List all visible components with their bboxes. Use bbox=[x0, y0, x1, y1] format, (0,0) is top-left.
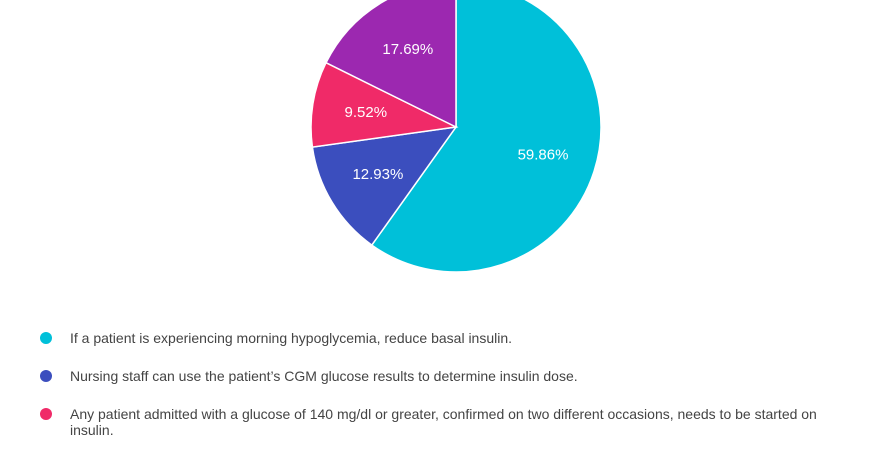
legend-item[interactable]: If a patient is experiencing morning hyp… bbox=[40, 330, 840, 346]
legend-item[interactable]: Nursing staff can use the patient’s CGM … bbox=[40, 368, 840, 384]
legend: If a patient is experiencing morning hyp… bbox=[40, 330, 840, 438]
legend-dot-icon bbox=[40, 332, 52, 344]
pie-slice-labels: 59.86% 12.93% 9.52% 17.69% bbox=[345, 41, 569, 183]
slice-data-label: 12.93% bbox=[352, 166, 403, 183]
slice-data-label: 59.86% bbox=[518, 146, 569, 163]
legend-dot-icon bbox=[40, 370, 52, 382]
pie-slices bbox=[310, 0, 602, 273]
pie-slice-2[interactable] bbox=[311, 126, 458, 247]
legend-label: Nursing staff can use the patient’s CGM … bbox=[70, 368, 578, 384]
pie-slice-1[interactable] bbox=[370, 0, 602, 273]
slice-data-label: 9.52% bbox=[345, 104, 388, 121]
legend-label: If a patient is experiencing morning hyp… bbox=[70, 330, 513, 346]
legend-label: Any patient admitted with a glucose of 1… bbox=[70, 406, 817, 438]
pie-slice-3[interactable] bbox=[310, 61, 459, 148]
legend-item[interactable]: Any patient admitted with a glucose of 1… bbox=[40, 406, 840, 438]
slice-data-label: 17.69% bbox=[382, 41, 433, 58]
legend-dot-icon bbox=[40, 408, 52, 420]
pie-slice-4[interactable] bbox=[325, 0, 457, 129]
